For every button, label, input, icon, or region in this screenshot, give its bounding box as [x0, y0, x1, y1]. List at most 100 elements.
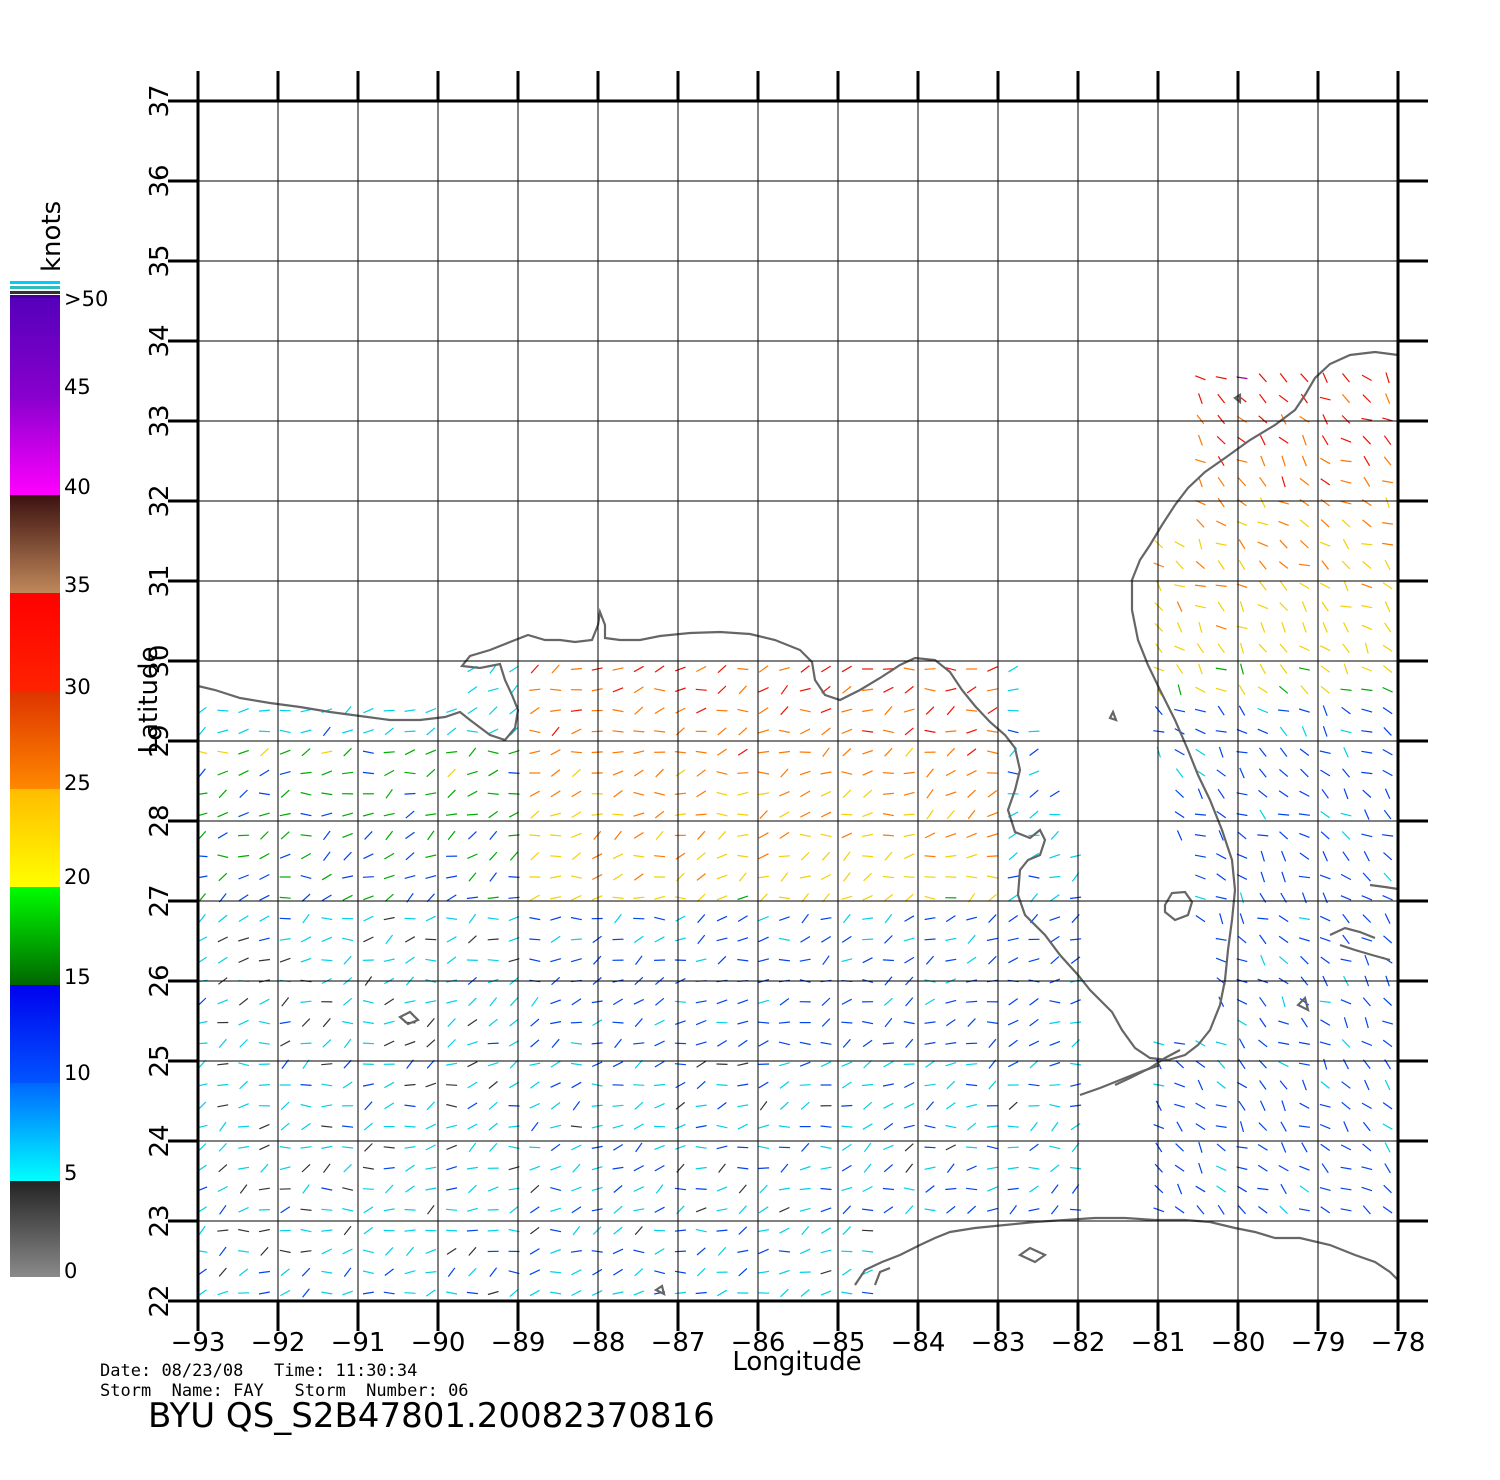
wind-vector [279, 812, 291, 817]
wind-vector [550, 935, 561, 943]
storm-number-value: 06 [448, 1381, 469, 1401]
wind-vector [654, 1019, 665, 1026]
wind-vector [1195, 915, 1206, 923]
wind-vector [404, 936, 416, 943]
wind-vector [1174, 541, 1185, 548]
wind-vector [1382, 748, 1393, 756]
wind-vector [302, 1288, 310, 1298]
wind-vector [342, 1187, 354, 1191]
legend-label: 45 [64, 375, 91, 399]
wind-vector [1302, 434, 1307, 446]
legend-label: 20 [64, 865, 91, 889]
wind-vector [1340, 688, 1352, 691]
wind-vector [1194, 604, 1206, 609]
wind-vector [696, 665, 707, 673]
wind-vector [321, 1229, 333, 1232]
wind-vector [717, 1102, 727, 1110]
wind-vector [1070, 1166, 1082, 1170]
lon-tick-label: −82 [1051, 1328, 1106, 1358]
wind-vector [383, 709, 395, 712]
wind-vector [1259, 497, 1266, 508]
wind-vector [446, 1144, 457, 1151]
wind-vector [612, 1291, 624, 1295]
wind-vector [258, 958, 270, 962]
wind-vector [799, 770, 811, 776]
wind-vector [1299, 748, 1310, 756]
wind-vector [1320, 582, 1331, 589]
wind-vector [487, 792, 499, 795]
wind-vector [1177, 684, 1182, 696]
wind-vector [1239, 767, 1245, 779]
wind-vector [321, 1187, 333, 1191]
wind-vector [1196, 518, 1205, 528]
wind-vector [884, 706, 893, 716]
wind-vector [801, 913, 809, 924]
wind-vector [842, 1038, 851, 1048]
wind-vector [1279, 1205, 1288, 1215]
wind-vector [882, 792, 894, 795]
wind-vector [489, 664, 497, 674]
wind-vector [592, 1226, 602, 1235]
wind-vector [467, 1061, 478, 1068]
wind-vector [1258, 789, 1268, 798]
wind-vector [654, 1270, 666, 1275]
wind-vector [654, 1103, 665, 1109]
wind-vector [717, 1246, 727, 1256]
wind-vector [1070, 956, 1081, 964]
wind-vector [966, 729, 977, 734]
wind-vector [571, 1206, 582, 1214]
wind-vector [1320, 498, 1330, 507]
wind-vector [468, 997, 477, 1007]
wind-vector [1320, 685, 1330, 694]
wind-vector [737, 1039, 748, 1047]
wind-vector [1008, 665, 1019, 673]
wind-vector [924, 1041, 936, 1045]
wind-vector [550, 749, 561, 756]
wind-vector [404, 771, 416, 775]
lon-tick-label: −89 [491, 1328, 546, 1358]
wind-vector [1281, 455, 1286, 467]
wind-vector [841, 935, 852, 943]
wind-vector [1259, 393, 1267, 404]
wind-vector [1298, 1041, 1310, 1045]
wind-vector [425, 1248, 437, 1254]
wind-vector [425, 1082, 437, 1088]
wind-vector [716, 915, 728, 922]
lat-tick-label: 27 [145, 884, 175, 917]
wind-vector [405, 1164, 415, 1172]
wind-vector [1070, 1104, 1082, 1108]
wind-vector [258, 1020, 270, 1025]
wind-vector [1260, 621, 1266, 633]
wind-vector [758, 936, 769, 943]
wind-vector [260, 1246, 269, 1256]
wind-vector [466, 1291, 478, 1295]
wind-vector [674, 1229, 686, 1232]
wind-vector [1070, 1083, 1082, 1087]
wind-vector [758, 1145, 770, 1150]
wind-vector [1278, 1061, 1289, 1068]
wind-vector [612, 1166, 624, 1170]
wind-vector [1280, 1121, 1287, 1132]
wind-vector [1383, 456, 1392, 466]
wind-vector [217, 956, 228, 964]
wind-vector [405, 810, 415, 819]
wind-vector [633, 791, 645, 796]
wind-vector [591, 1083, 603, 1087]
wind-vector [1302, 622, 1307, 633]
wind-vector [1258, 373, 1267, 383]
wind-vector [1384, 913, 1391, 924]
wind-vector [738, 685, 747, 695]
wind-vector [1320, 478, 1331, 486]
wind-vector [1217, 560, 1225, 570]
wind-vector [551, 726, 560, 737]
wind-vector [342, 937, 354, 942]
wind-vector [883, 1206, 894, 1214]
wind-vector [1236, 998, 1248, 1005]
wind-vector [1341, 415, 1351, 424]
wind-vector [842, 913, 851, 924]
wind-vector [758, 750, 770, 754]
wind-vector [758, 771, 770, 775]
wind-vector [1028, 958, 1040, 963]
wind-vector [509, 851, 519, 861]
wind-vector [862, 709, 874, 713]
